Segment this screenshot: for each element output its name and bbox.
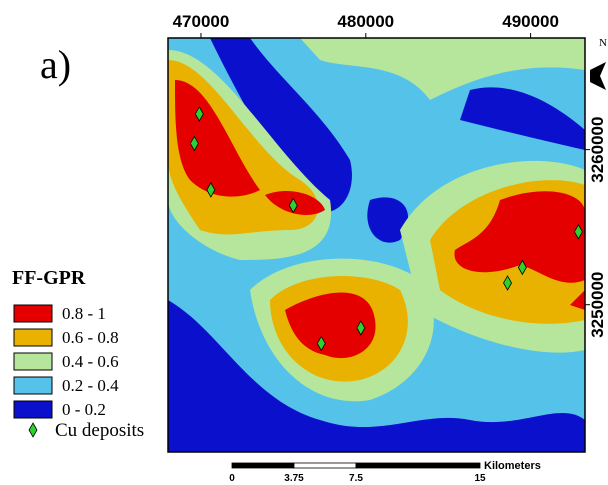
- panel-label: a): [40, 42, 71, 87]
- legend-label: Cu deposits: [55, 420, 144, 441]
- map-surface: [168, 38, 585, 452]
- legend-label: 0 - 0.2: [62, 400, 106, 419]
- scale-label: 7.5: [349, 473, 363, 484]
- scale-label: 0: [229, 473, 235, 484]
- legend-swatch: [14, 377, 52, 394]
- legend-title: FF-GPR: [12, 267, 86, 289]
- legend-label: 0.6 - 0.8: [62, 328, 119, 347]
- scale-segment: [294, 463, 356, 468]
- legend-swatch: [14, 401, 52, 418]
- legend-deposit-symbol: [29, 423, 37, 437]
- scale-unit: Kilometers: [484, 460, 541, 472]
- figure: a) N FF-GPR 470000 480000 490000 3250000 326…: [0, 0, 608, 485]
- x-tick-label: 470000: [173, 12, 230, 31]
- y-tick-label: 3250000: [588, 272, 607, 338]
- north-label: N: [599, 37, 607, 49]
- legend-swatch: [14, 329, 52, 346]
- y-tick-label: 3260000: [588, 117, 607, 183]
- legend-label: 0.8 - 1: [62, 304, 106, 323]
- scale-label: 3.75: [284, 473, 304, 484]
- scale-label: 15: [474, 473, 486, 484]
- scale-segment: [232, 463, 294, 468]
- legend-swatch: [14, 305, 52, 322]
- legend-label: 0.4 - 0.6: [62, 352, 119, 371]
- legend-swatch: [14, 353, 52, 370]
- x-tick-label: 490000: [502, 12, 559, 31]
- north-arrow: [590, 62, 606, 90]
- legend-label: 0.2 - 0.4: [62, 376, 119, 395]
- scale-segment: [356, 463, 480, 468]
- x-tick-label: 480000: [337, 12, 394, 31]
